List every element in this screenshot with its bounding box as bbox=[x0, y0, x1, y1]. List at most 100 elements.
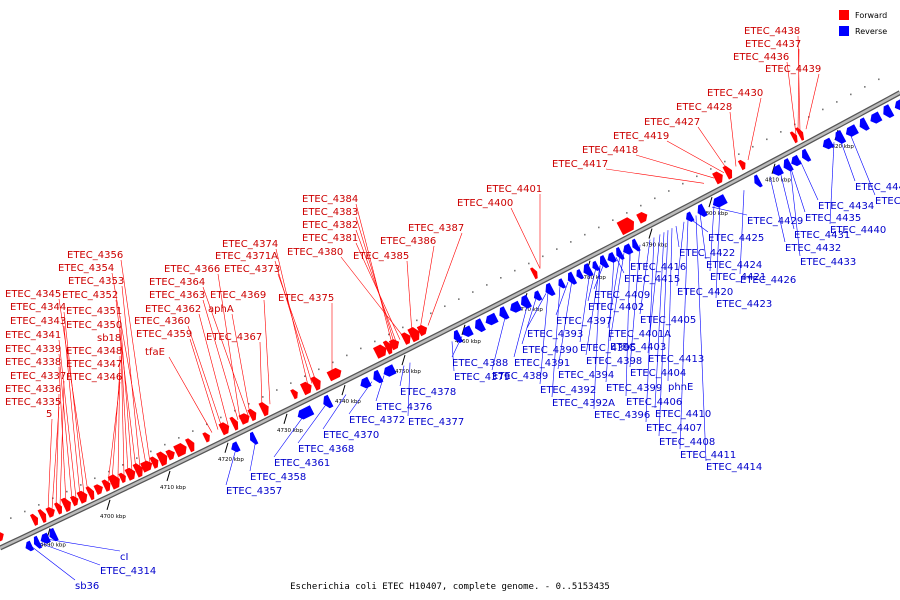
forward-gene-arrow[interactable] bbox=[247, 408, 257, 422]
reverse-gene-label: ETEC_4370 bbox=[323, 430, 379, 441]
forward-gene-arrow[interactable] bbox=[124, 467, 136, 481]
reverse-leader-line bbox=[667, 228, 673, 382]
forward-gene-arrow[interactable] bbox=[107, 474, 120, 490]
reverse-gene-arrow[interactable] bbox=[576, 269, 584, 280]
reverse-gene-arrow[interactable] bbox=[462, 325, 474, 337]
forward-gene-arrow[interactable] bbox=[373, 344, 387, 359]
forward-gene-arrow[interactable] bbox=[173, 443, 187, 458]
reverse-gene-arrow[interactable] bbox=[822, 137, 834, 150]
forward-gene-arrow[interactable] bbox=[30, 513, 38, 526]
forward-gene-arrow[interactable] bbox=[165, 449, 175, 461]
reverse-gene-arrow[interactable] bbox=[499, 306, 510, 320]
reverse-gene-arrow[interactable] bbox=[802, 148, 812, 162]
reverse-gene-arrow[interactable] bbox=[49, 527, 59, 542]
forward-gene-arrow[interactable] bbox=[76, 490, 88, 504]
reverse-gene-arrow[interactable] bbox=[592, 260, 600, 271]
forward-gene-arrow[interactable] bbox=[156, 451, 168, 467]
forward-gene-arrow[interactable] bbox=[530, 267, 538, 280]
reverse-gene-arrow[interactable] bbox=[607, 252, 617, 263]
forward-gene-arrow[interactable] bbox=[149, 456, 159, 469]
forward-leader-line bbox=[355, 216, 395, 343]
reverse-gene-arrow[interactable] bbox=[323, 394, 334, 409]
reverse-gene-arrow[interactable] bbox=[558, 278, 566, 289]
forward-leader-line bbox=[340, 256, 405, 338]
reverse-gene-arrow[interactable] bbox=[510, 300, 523, 313]
forward-gene-arrow[interactable] bbox=[416, 325, 428, 337]
forward-gene-arrow[interactable] bbox=[290, 389, 298, 400]
reverse-gene-arrow[interactable] bbox=[475, 318, 486, 333]
forward-gene-arrow[interactable] bbox=[388, 339, 400, 351]
forward-gene-arrow[interactable] bbox=[407, 327, 420, 343]
reverse-gene-arrow[interactable] bbox=[772, 164, 784, 176]
reverse-gene-arrow[interactable] bbox=[583, 263, 594, 277]
forward-gene-arrow[interactable] bbox=[218, 422, 230, 436]
reverse-gene-arrow[interactable] bbox=[859, 117, 870, 131]
forward-gene-arrow[interactable] bbox=[238, 413, 250, 425]
forward-gene-arrow[interactable] bbox=[101, 479, 111, 492]
forward-gene-arrow[interactable] bbox=[45, 507, 55, 518]
forward-gene-arrow[interactable] bbox=[202, 432, 210, 443]
forward-gene-arrow[interactable] bbox=[54, 502, 62, 515]
reverse-gene-arrow[interactable] bbox=[883, 104, 895, 118]
reverse-gene-arrow[interactable] bbox=[25, 540, 35, 552]
reverse-gene-arrow[interactable] bbox=[616, 247, 625, 260]
reverse-gene-arrow[interactable] bbox=[383, 364, 397, 377]
reverse-gene-arrow[interactable] bbox=[250, 431, 259, 445]
forward-leader-line bbox=[107, 381, 121, 483]
reverse-gene-arrow[interactable] bbox=[754, 174, 763, 188]
reverse-gene-arrow[interactable] bbox=[485, 312, 499, 326]
forward-gene-arrow[interactable] bbox=[229, 416, 239, 431]
forward-gene-arrow[interactable] bbox=[85, 486, 95, 501]
reverse-gene-arrow[interactable] bbox=[835, 130, 847, 144]
reverse-gene-arrow[interactable] bbox=[567, 271, 578, 285]
reverse-gene-arrow[interactable] bbox=[791, 154, 802, 167]
axis-tick-label: 4750 kbp bbox=[395, 369, 421, 375]
reverse-gene-arrow[interactable] bbox=[40, 532, 51, 544]
reverse-gene-arrow[interactable] bbox=[373, 369, 384, 384]
forward-leader-line bbox=[187, 325, 223, 428]
reverse-gene-arrow[interactable] bbox=[453, 329, 463, 343]
forward-gene-arrow[interactable] bbox=[60, 497, 71, 513]
reverse-gene-arrow[interactable] bbox=[231, 441, 241, 453]
forward-gene-arrow[interactable] bbox=[37, 509, 47, 523]
forward-gene-arrow[interactable] bbox=[616, 217, 634, 236]
forward-gene-arrow[interactable] bbox=[326, 367, 342, 382]
reverse-gene-arrow[interactable] bbox=[783, 158, 794, 172]
reverse-gene-arrow[interactable] bbox=[632, 238, 641, 252]
reverse-gene-arrow[interactable] bbox=[545, 282, 556, 296]
forward-gene-arrow[interactable] bbox=[0, 531, 4, 543]
reverse-gene-arrow[interactable] bbox=[870, 111, 883, 124]
reverse-gene-arrow[interactable] bbox=[360, 376, 372, 389]
reverse-gene-arrow[interactable] bbox=[697, 203, 708, 217]
reverse-gene-arrow[interactable] bbox=[686, 211, 695, 223]
forward-gene-arrow[interactable] bbox=[789, 131, 798, 144]
forward-gene-arrow[interactable] bbox=[300, 381, 312, 396]
forward-gene-arrow[interactable] bbox=[382, 340, 393, 355]
reverse-gene-arrow[interactable] bbox=[894, 99, 900, 111]
forward-gene-arrow[interactable] bbox=[712, 171, 723, 185]
reverse-gene-arrow[interactable] bbox=[297, 405, 315, 420]
forward-gene-arrow[interactable] bbox=[93, 484, 103, 495]
reverse-gene-arrow[interactable] bbox=[845, 124, 859, 137]
forward-gene-arrow[interactable] bbox=[400, 332, 411, 345]
reverse-gene-arrow[interactable] bbox=[623, 243, 634, 255]
forward-gene-arrow[interactable] bbox=[132, 463, 143, 478]
forward-gene-arrow[interactable] bbox=[722, 165, 733, 180]
forward-gene-label: ETEC_4386 bbox=[380, 236, 436, 247]
reverse-gene-arrow[interactable] bbox=[533, 290, 543, 301]
reverse-gene-arrow[interactable] bbox=[600, 255, 610, 269]
forward-gene-arrow[interactable] bbox=[185, 438, 195, 453]
forward-gene-arrow[interactable] bbox=[737, 159, 746, 171]
forward-gene-arrow[interactable] bbox=[118, 472, 126, 484]
ruler-dot bbox=[388, 333, 390, 336]
reverse-gene-arrow[interactable] bbox=[521, 294, 532, 309]
forward-gene-arrow[interactable] bbox=[310, 376, 321, 391]
forward-gene-arrow[interactable] bbox=[636, 212, 648, 224]
forward-gene-arrow[interactable] bbox=[140, 460, 153, 473]
forward-gene-arrow[interactable] bbox=[70, 495, 79, 507]
forward-gene-arrow[interactable] bbox=[795, 127, 805, 141]
reverse-gene-arrow[interactable] bbox=[33, 535, 43, 549]
reverse-gene-arrow[interactable] bbox=[712, 194, 728, 208]
forward-gene-label: ETEC_4356 bbox=[67, 250, 123, 261]
forward-gene-arrow[interactable] bbox=[258, 402, 269, 417]
